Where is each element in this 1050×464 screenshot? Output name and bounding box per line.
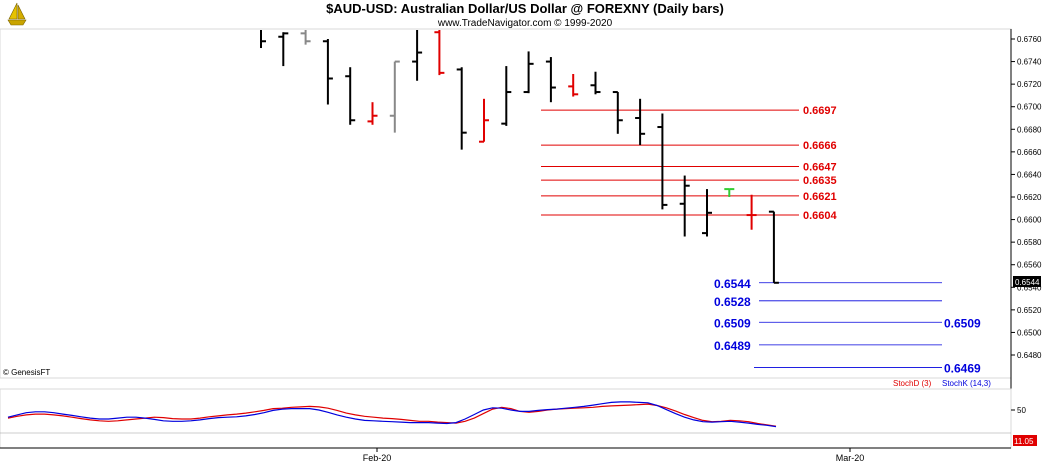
ohlc-bar [412,30,423,81]
price-tick-label: 0.6500 [1017,328,1042,337]
price-tick-label: 0.6580 [1017,238,1042,247]
price-tick-label: 0.6760 [1017,35,1042,44]
ohlc-bar [768,210,779,284]
stoch-k-line [7,401,777,428]
price-tick-label: 0.6720 [1017,80,1042,89]
resistance-label: 0.6647 [803,162,837,174]
price-tick-label: 0.6600 [1017,216,1042,225]
ohlc-bar [367,102,378,125]
stochastic-lines [7,401,777,428]
stoch-k-label: StochK (14,3) [942,379,991,388]
support-label: 0.6544 [714,277,751,291]
price-tick-label: 0.6640 [1017,170,1042,179]
ohlc-bar [260,30,266,49]
chart-subtitle: www.TradeNavigator.com © 1999-2020 [437,18,613,29]
last-price-tag: 0.6544 [1013,276,1041,287]
last-price-label: 0.6544 [1015,278,1040,287]
stoch-d-label: StochD (3) [893,379,932,388]
support-label-right: 0.6469 [944,361,981,375]
support-label: 0.6509 [714,316,751,330]
price-tick-label: 0.6540 [1017,283,1042,292]
support-label: 0.6489 [714,339,751,353]
ohlc-bar [635,98,646,146]
indicator-last-tag: 11.05 [1013,435,1037,446]
indicator-y-tick: 50 [1017,406,1026,415]
stoch-d-line [7,403,777,427]
price-tick-label: 0.6680 [1017,125,1042,134]
resistance-label: 0.6621 [803,191,837,203]
ohlc-bar [568,73,579,97]
indicator-last-value: 11.05 [1014,437,1034,446]
x-tick-label: Mar-20 [836,453,865,463]
credit-text: © GenesisFT [3,368,50,377]
price-tick-label: 0.6620 [1017,193,1042,202]
ohlc-bar [456,67,467,150]
ohlc-bar [679,175,690,237]
chart-title: $AUD-USD: Australian Dollar/US Dollar @ … [326,1,724,16]
ohlc-bar [724,188,735,197]
ohlc-bar [702,189,712,237]
ohlc-bar [345,67,356,125]
price-tick-label: 0.6740 [1017,58,1042,67]
resistance-label: 0.6604 [803,210,838,222]
ohlc-bar [523,51,534,94]
ohlc-bar [746,194,757,230]
price-tick-label: 0.6660 [1017,148,1042,157]
resistance-label: 0.6666 [803,140,837,152]
ohlc-bar [389,60,400,133]
x-axis: Feb-20 Mar-20 [363,448,865,463]
ohlc-bar [501,66,512,126]
ohlc-bar [479,98,489,143]
ohlc-bar [545,57,556,103]
support-label: 0.6528 [714,295,751,309]
price-tick-label: 0.6700 [1017,103,1042,112]
x-tick-label: Feb-20 [363,453,392,463]
ohlc-bar [590,71,601,95]
price-tick-label: 0.6520 [1017,306,1042,315]
price-tick-label: 0.6480 [1017,351,1042,360]
support-label-right: 0.6509 [944,316,981,330]
ohlc-bar [434,30,445,76]
price-bars [260,30,779,284]
ohlc-bar [278,32,289,67]
resistance-label: 0.6697 [803,105,837,117]
resistance-label: 0.6635 [803,175,837,187]
ohlc-bar [612,91,623,134]
ohlc-bar [657,113,668,210]
price-tick-label: 0.6560 [1017,261,1042,270]
ohlc-bar [300,30,311,45]
price-axis: 0.6760 0.6740 0.6720 0.6700 0.6680 0.6660 0.66… [1011,35,1042,360]
sailboat-icon [7,2,27,26]
ohlc-bar [322,39,333,105]
